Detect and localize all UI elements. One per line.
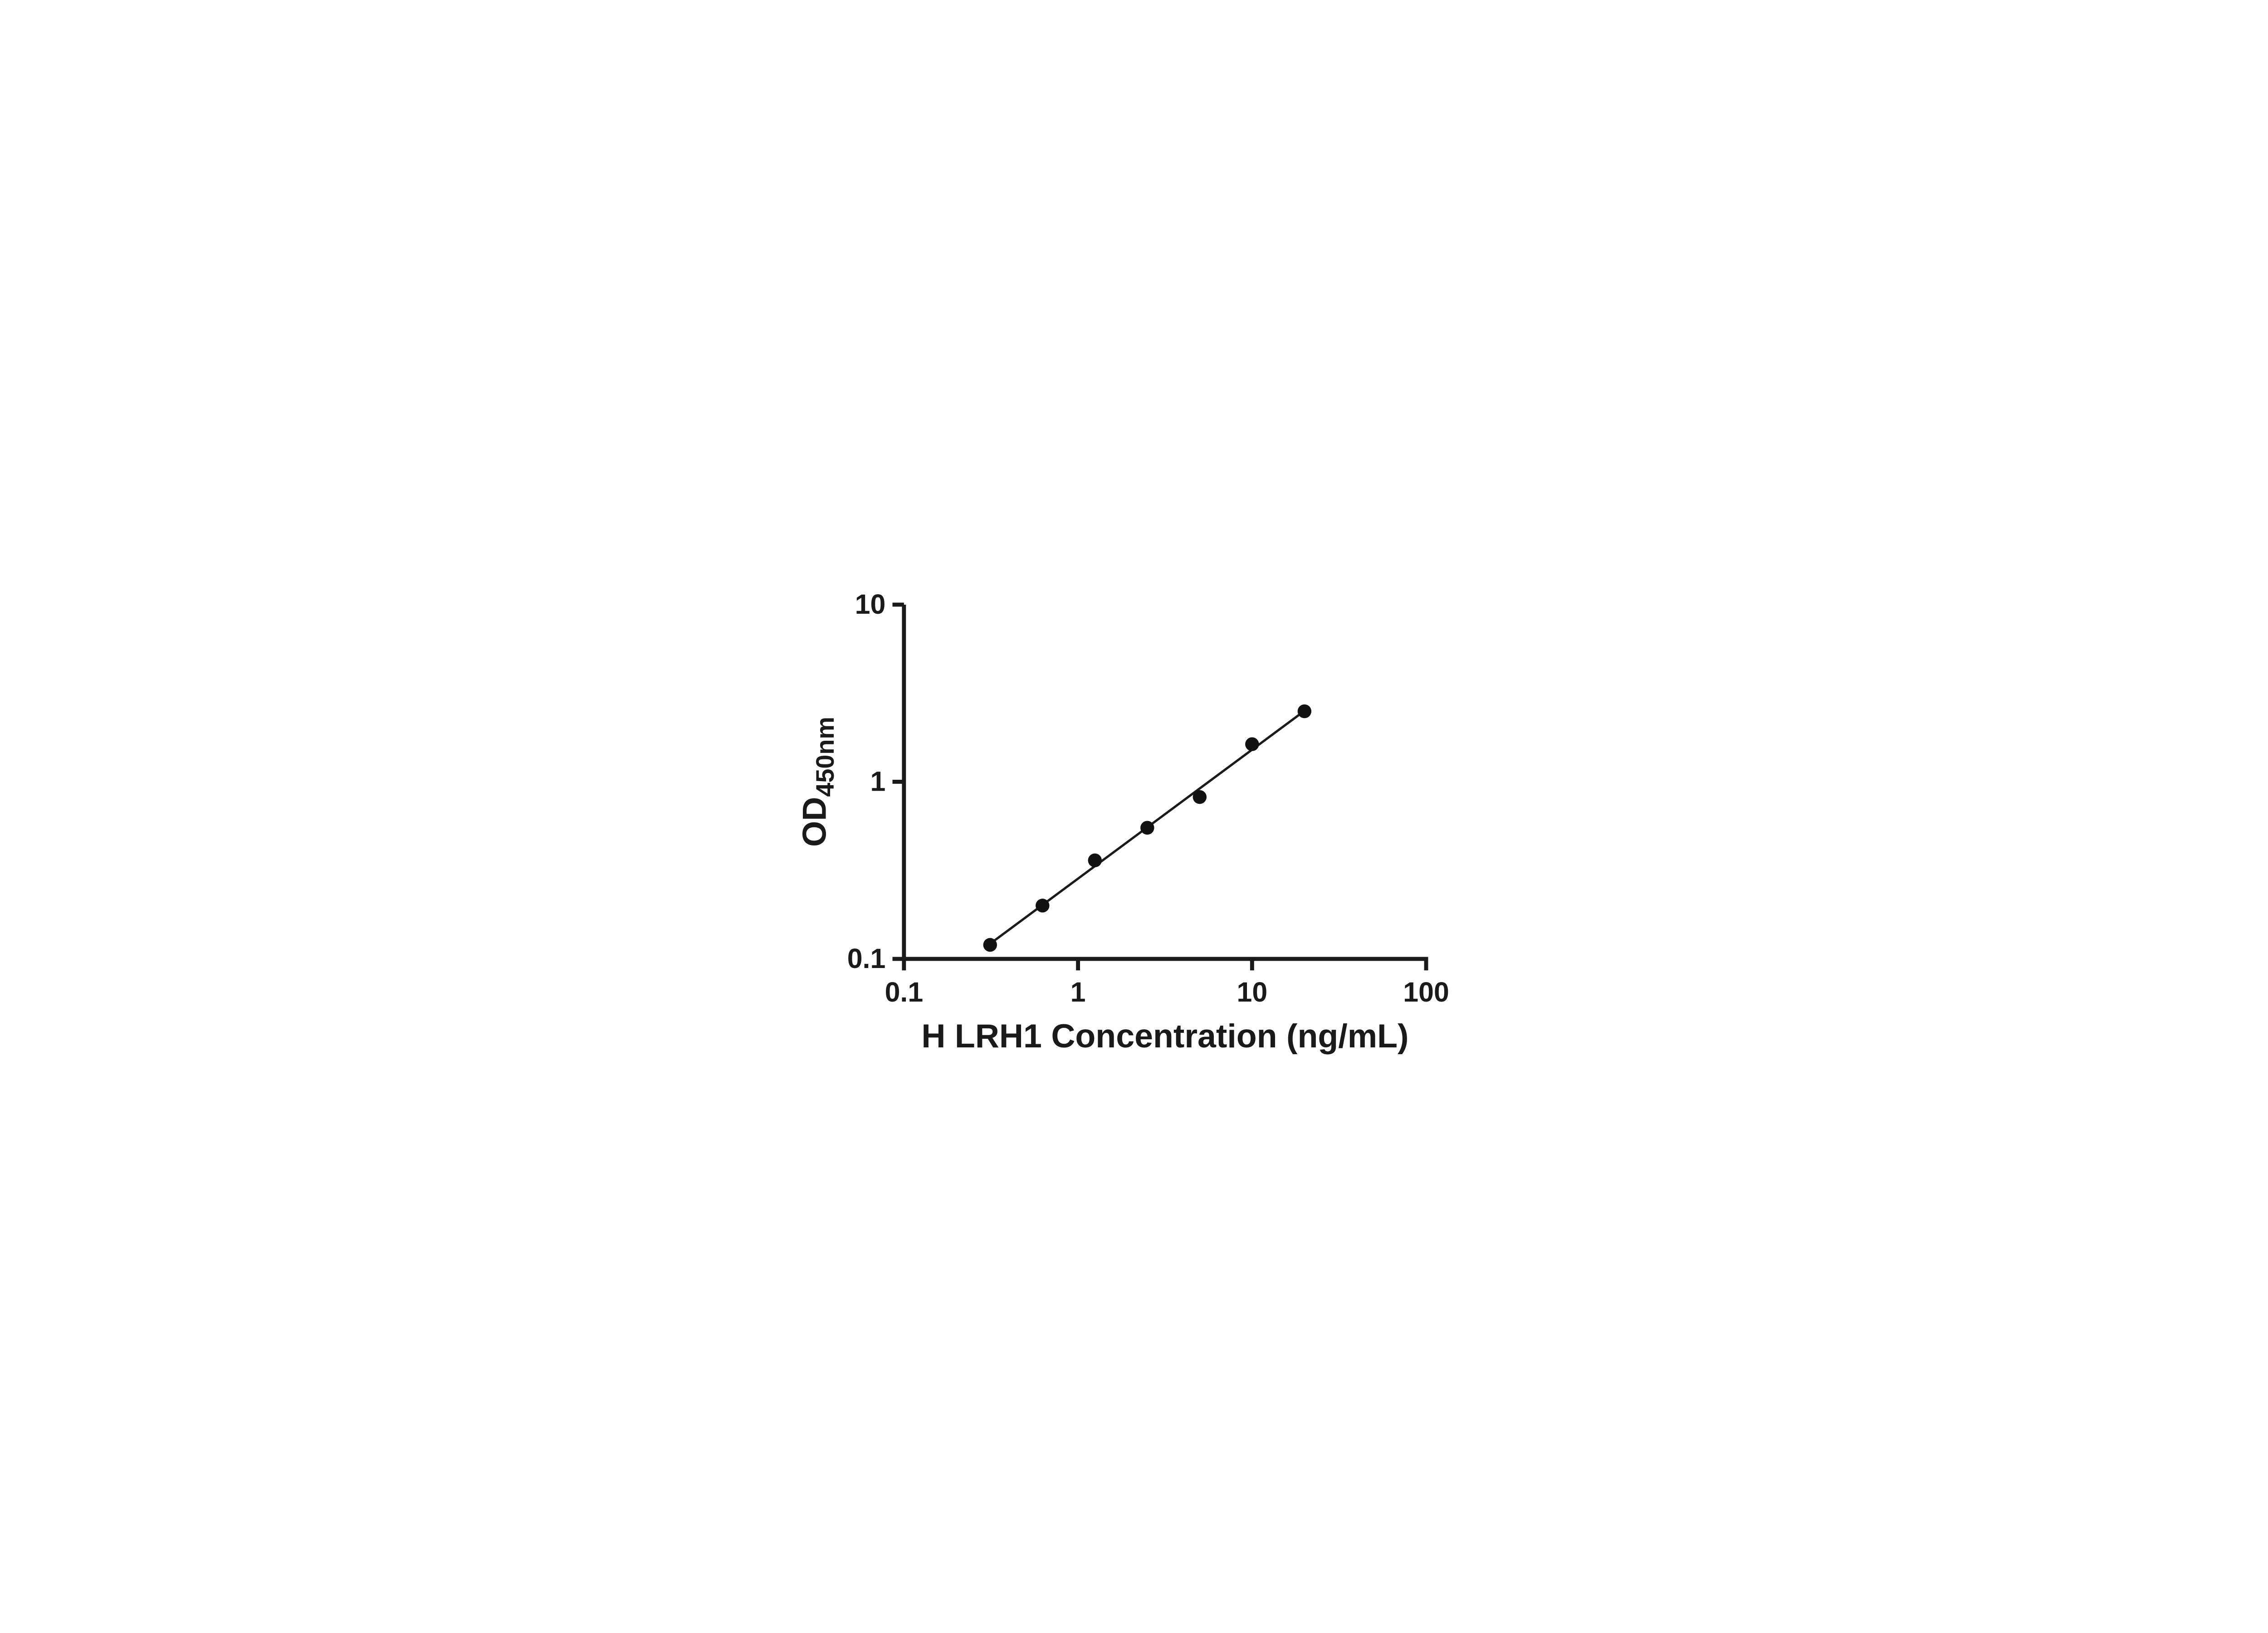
x-tick-label: 100 xyxy=(1403,977,1449,1007)
y-axis-title-main: OD xyxy=(795,797,833,847)
data-point xyxy=(1245,737,1259,752)
x-axis-title: H LRH1 Concentration (ng/mL) xyxy=(921,1017,1408,1055)
chart-canvas: 0.1 1 10 100 0.1 1 10 H LRH1 Concentration (ng… xyxy=(795,589,1449,1055)
x-tick-label: 10 xyxy=(1237,977,1267,1007)
data-point xyxy=(1088,853,1102,868)
y-axis-title: OD450nm xyxy=(795,717,839,847)
x-tick-label: 1 xyxy=(1070,977,1086,1007)
data-point xyxy=(1140,821,1154,835)
y-tick-label: 0.1 xyxy=(847,944,886,974)
elisa-standard-curve-figure: 0.1 1 10 100 0.1 1 10 H LRH1 Concentration (ng… xyxy=(771,557,1497,1075)
y-axis-title-subscript: 450nm xyxy=(811,717,839,797)
data-point xyxy=(1297,704,1312,719)
plot-area xyxy=(983,704,1312,952)
y-tick-label: 1 xyxy=(870,766,885,797)
data-point xyxy=(1193,790,1207,804)
x-tick-label: 0.1 xyxy=(885,977,924,1007)
y-tick-label: 10 xyxy=(855,589,886,620)
data-point xyxy=(1036,899,1050,913)
data-point xyxy=(983,938,997,952)
axes: 0.1 1 10 100 0.1 1 10 xyxy=(847,589,1449,1008)
